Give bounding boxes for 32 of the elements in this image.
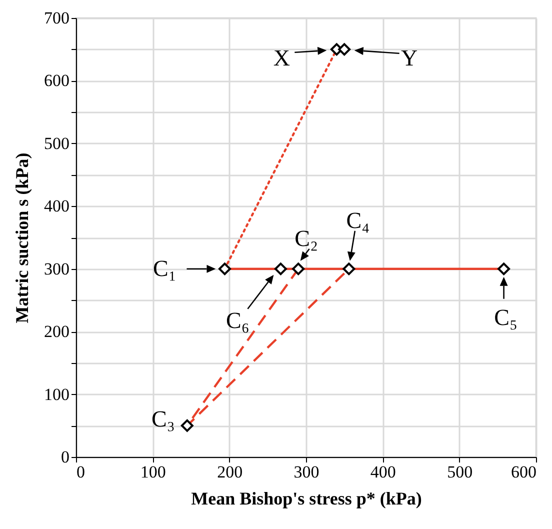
x-tick-label: 600	[511, 462, 536, 482]
y-tick-label: 600	[44, 71, 70, 90]
annotation: X	[273, 45, 290, 70]
annotation: C₄	[346, 208, 370, 233]
x-tick-label: 0	[76, 462, 85, 482]
point	[342, 262, 356, 276]
x-tick-label: 300	[294, 462, 320, 482]
x-tick-label: 100	[140, 462, 166, 482]
point	[498, 262, 510, 276]
point	[274, 262, 287, 276]
annotation: C₁	[153, 256, 176, 281]
y-tick-label: 0	[61, 448, 70, 466]
point	[292, 262, 305, 276]
y-tick-label: 700	[44, 8, 70, 28]
y-tick-label: 400	[44, 196, 70, 216]
y-tick-label: 200	[44, 322, 70, 342]
x-tick-label: 400	[370, 462, 396, 482]
annotation: C₂	[294, 226, 318, 251]
x-axis-title: Mean Bishop's stress p* (kPa)	[191, 488, 422, 508]
x-tick-label: 500	[447, 462, 473, 482]
point	[180, 419, 194, 432]
annotation: C₅	[494, 304, 518, 330]
y-axis-title: Matric suction s (kPa)	[12, 152, 32, 324]
point	[338, 43, 351, 56]
point	[218, 262, 231, 276]
x-tick-label: 200	[217, 462, 243, 482]
annotation: Y	[401, 45, 418, 70]
y-tick-label: 300	[44, 259, 70, 278]
y-tick-label: 500	[44, 134, 70, 153]
annotation: C₃	[151, 406, 175, 432]
y-tick-label: 100	[44, 384, 70, 404]
annotation: C₆	[226, 308, 250, 333]
